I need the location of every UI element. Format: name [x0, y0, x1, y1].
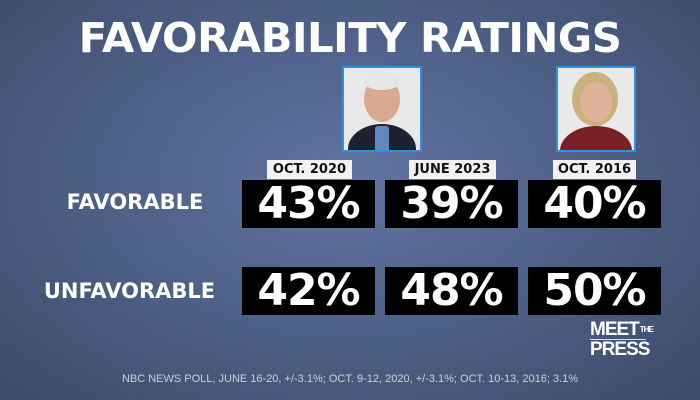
meet-the-press-logo: MEETTHE PRESS	[590, 319, 654, 360]
logo-meet: MEET	[590, 319, 640, 340]
date-label-june-2023: JUNE 2023	[409, 160, 496, 179]
row-label-favorable: FAVORABLE	[66, 190, 204, 214]
logo-press: PRESS	[590, 339, 650, 360]
unfavorable-june-2023: 48%	[385, 267, 518, 315]
favorable-june-2023: 39%	[385, 180, 518, 228]
page-title: FAVORABILITY RATINGS	[78, 14, 622, 62]
source-footer: NBC NEWS POLL, JUNE 16-20, +/-3.1%; OCT.…	[121, 373, 579, 385]
unfavorable-oct-2016: 50%	[528, 267, 661, 315]
biden-photo	[342, 66, 422, 152]
date-label-oct-2016: OCT. 2016	[553, 160, 636, 179]
row-label-unfavorable: UNFAVORABLE	[43, 279, 216, 303]
logo-the: THE	[639, 325, 654, 334]
favorable-oct-2016: 40%	[528, 180, 661, 228]
unfavorable-oct-2020: 42%	[242, 267, 375, 315]
clinton-photo	[556, 66, 636, 152]
favorable-oct-2020: 43%	[242, 180, 375, 228]
date-label-oct-2020: OCT. 2020	[267, 160, 352, 179]
